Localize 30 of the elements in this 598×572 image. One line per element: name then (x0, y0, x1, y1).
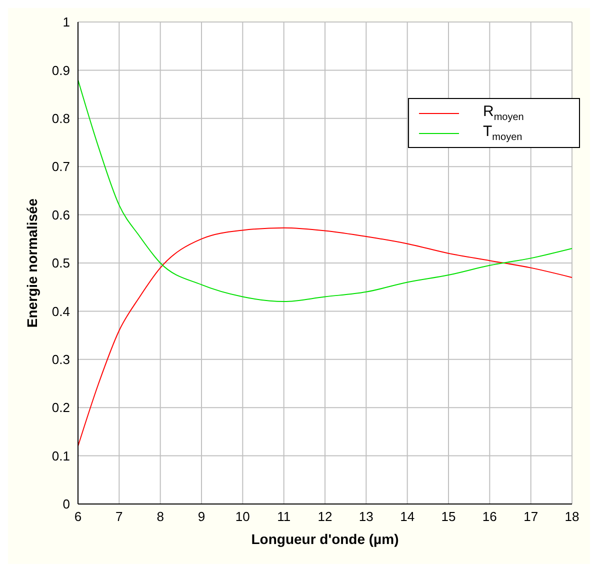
y-tick-label: 0.1 (52, 448, 70, 464)
legend-label: R$_{moyen}$ (483, 103, 524, 123)
y-tick-label: 0.6 (52, 207, 70, 222)
x-tick-label: 9 (198, 509, 206, 524)
x-tick-label: 7 (116, 509, 123, 524)
x-tick-label: 16 (482, 509, 497, 524)
x-tick-label: 18 (564, 509, 580, 524)
legend-label: T$_{moyen}$ (483, 123, 522, 143)
x-tick-label: 14 (400, 509, 415, 524)
x-tick-label: 12 (318, 509, 332, 524)
x-tick-label: 6 (74, 509, 82, 524)
x-tick-label: 17 (524, 509, 538, 524)
x-tick-label: 10 (235, 509, 250, 524)
line-series (78, 227, 572, 447)
y-tick-label: 0.4 (52, 304, 70, 319)
x-axis-title: Longueur d'onde (µm) (251, 531, 399, 547)
x-tick-label: 11 (277, 509, 291, 524)
x-tick-label: 15 (441, 509, 456, 524)
y-tick-label: 0.2 (52, 400, 70, 416)
y-tick-label: 1 (62, 14, 70, 30)
y-tick-label: 0.8 (52, 111, 70, 126)
y-tick-label: 0.7 (52, 159, 70, 174)
line-series (78, 79, 572, 302)
y-tick-label: 0.5 (52, 256, 70, 271)
x-tick-label: 8 (156, 509, 164, 524)
x-tick-label: 13 (358, 509, 374, 524)
y-tick-label: 0.3 (52, 352, 70, 368)
y-axis-title: Energie normalisée (24, 198, 40, 328)
y-tick-label: 0 (62, 496, 70, 512)
y-tick-label: 0.9 (52, 62, 70, 78)
